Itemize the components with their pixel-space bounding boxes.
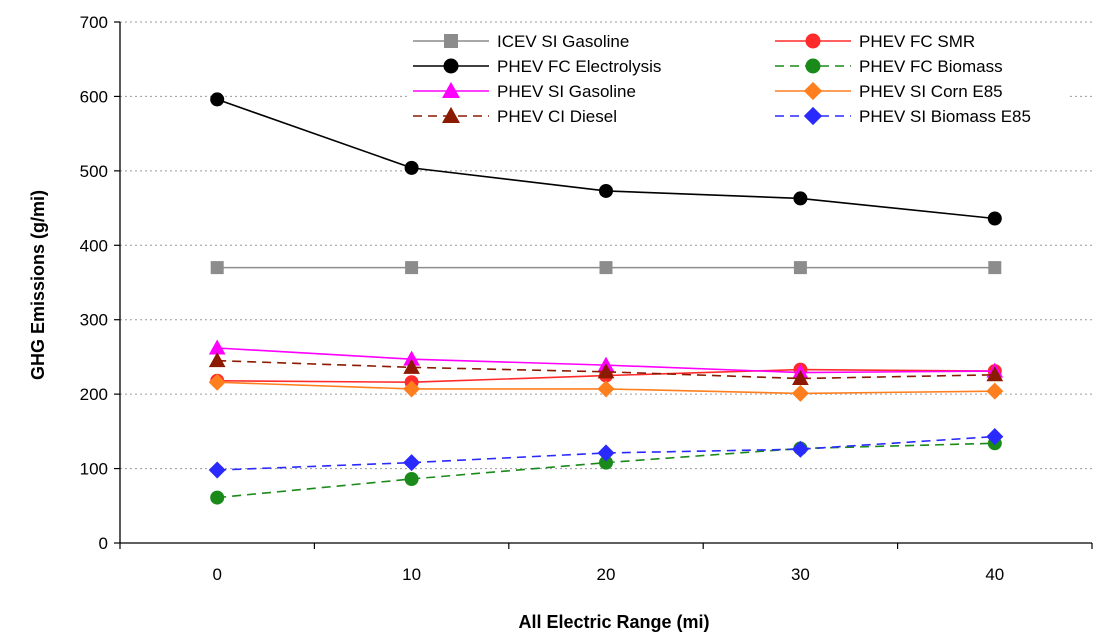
series-3 [210, 436, 1002, 505]
axes [119, 22, 1092, 544]
legend-swatch-marker [805, 58, 821, 74]
x-tick-label: 40 [985, 565, 1004, 584]
data-point [987, 211, 1002, 226]
legend-label: PHEV FC SMR [859, 32, 975, 51]
x-tick-label: 10 [402, 565, 421, 584]
legend-item: PHEV FC SMR [775, 32, 975, 51]
legend-swatch-marker [803, 81, 823, 101]
legend-item: ICEV SI Gasoline [413, 32, 629, 51]
data-point [404, 160, 419, 175]
legend-background [410, 29, 1070, 127]
legend-item: PHEV FC Biomass [775, 57, 1003, 76]
y-tick-label: 400 [80, 236, 108, 255]
y-tick-label: 200 [80, 385, 108, 404]
data-point [210, 92, 225, 107]
series-group [208, 92, 1004, 505]
data-point [599, 183, 613, 198]
y-tick-label: 300 [80, 311, 108, 330]
legend: ICEV SI Gasoline PHEV FC SMR PHEV FC Elect… [410, 29, 1070, 127]
y-tick-label: 700 [80, 13, 108, 32]
legend-label: PHEV SI Biomass E85 [859, 107, 1031, 126]
y-ticks: 0 100 200 300 400 500 600 700 [80, 13, 120, 553]
legend-swatch-marker [442, 81, 460, 98]
y-tick-label: 500 [80, 162, 108, 181]
legend-swatch-marker [444, 34, 458, 48]
data-point [793, 261, 807, 275]
data-point [597, 380, 615, 398]
data-point [597, 444, 615, 462]
data-point [791, 440, 809, 458]
x-tick-label: 30 [791, 565, 810, 584]
legend-item: PHEV CI Diesel [413, 106, 617, 126]
legend-item: PHEV FC Electrolysis [413, 57, 661, 76]
legend-swatch-marker [443, 58, 459, 74]
data-point [403, 454, 421, 472]
series-2 [210, 92, 1002, 226]
legend-label: PHEV SI Corn E85 [859, 82, 1003, 101]
series-7 [208, 428, 1004, 479]
legend-label: PHEV FC Electrolysis [497, 57, 661, 76]
x-tick-label: 20 [597, 565, 616, 584]
series-6 [208, 352, 1004, 386]
data-point [791, 384, 809, 402]
data-point [403, 380, 421, 398]
x-tick-label: 0 [212, 565, 221, 584]
data-point [988, 261, 1002, 275]
legend-item: PHEV SI Gasoline [413, 81, 636, 101]
data-point [403, 358, 420, 374]
data-point [208, 461, 226, 479]
data-point [208, 339, 226, 355]
legend-item: PHEV SI Corn E85 [775, 81, 1003, 101]
data-point [599, 261, 613, 275]
legend-label: PHEV CI Diesel [497, 107, 617, 126]
legend-label: PHEV FC Biomass [859, 57, 1003, 76]
series-line [217, 359, 995, 380]
series-5 [208, 373, 1004, 402]
legend-swatch-marker [442, 106, 460, 123]
data-point [208, 373, 226, 391]
series-0 [210, 261, 1002, 275]
data-point [404, 471, 419, 486]
data-point [210, 261, 224, 275]
legend-label: ICEV SI Gasoline [497, 32, 629, 51]
data-point [208, 352, 226, 368]
x-axis-label: All Electric Range (mi) [518, 612, 709, 632]
data-point [210, 490, 225, 505]
data-point [405, 261, 419, 275]
legend-swatch-marker [805, 33, 821, 49]
data-point [986, 428, 1004, 446]
y-axis-label: GHG Emissions (g/mi) [28, 190, 48, 380]
data-point [597, 363, 615, 379]
legend-item: PHEV SI Biomass E85 [775, 106, 1031, 126]
y-tick-label: 0 [99, 534, 108, 553]
legend-label: PHEV SI Gasoline [497, 82, 636, 101]
y-tick-label: 600 [80, 87, 108, 106]
y-tick-label: 100 [80, 460, 108, 479]
data-point [986, 382, 1004, 400]
data-point [792, 369, 809, 386]
series-line [217, 435, 995, 471]
x-ticks: 0 10 20 30 40 [119, 543, 1093, 584]
data-point [986, 366, 1004, 382]
data-point [793, 191, 808, 206]
legend-swatch-marker [803, 106, 823, 126]
